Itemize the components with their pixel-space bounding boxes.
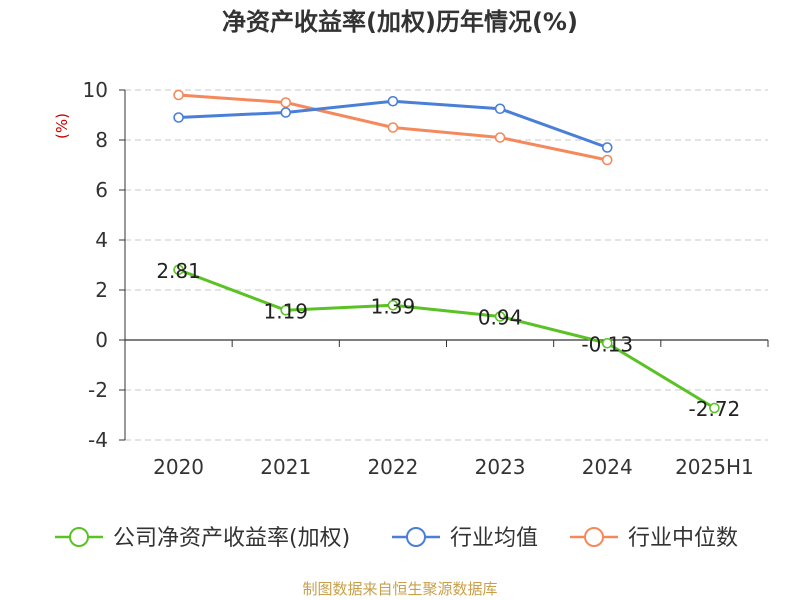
x-tick-label: 2020 [153,455,204,479]
legend: 公司净资产收益率(加权) 行业均值 行业中位数 [55,526,738,551]
data-label: 1.39 [371,294,416,318]
y-axis-label: (%) [53,113,71,139]
legend-label-2: 行业中位数 [628,526,738,551]
series-point-0 [280,304,292,316]
legend-marker-0 [69,527,89,547]
series-point-0 [601,337,613,349]
y-tick-label: 4 [95,228,108,252]
y-tick-label: 8 [95,128,108,152]
series-point-1 [173,112,184,123]
legend-marker-1 [406,527,426,547]
x-tick-label: 2022 [367,455,418,479]
series-point-2 [280,97,292,108]
data-label: 2.81 [156,259,201,283]
data-label: -2.72 [689,397,741,421]
series-point-1 [601,142,613,153]
y-tick-label: -4 [88,428,108,452]
data-label: 0.94 [478,306,523,330]
series-point-0 [387,299,399,311]
series-point-2 [494,132,506,143]
y-tick-label: 2 [95,278,108,302]
legend-label-0: 公司净资产收益率(加权) [113,526,350,551]
y-tick-label: -2 [88,378,108,402]
series-point-0 [494,311,506,322]
series-point-1 [387,95,399,107]
axes: 10 8 6 4 2 0 -2 -4 2020 2021 2022 2023 2024 2025H1 [83,78,769,479]
x-tick-label: 2025H1 [675,455,754,479]
legend-label-1: 行业均值 [450,526,538,551]
source-note: 制图数据来自恒生聚源数据库 [302,580,497,598]
series-point-1 [494,103,506,115]
data-labels: 2.81 1.19 1.39 0.94 -0.13 -2.72 [156,259,740,421]
series-point-2 [387,122,399,133]
series-group [173,89,720,414]
data-label: -0.13 [581,332,633,356]
series-point-1 [280,107,292,118]
series-line-0 [178,268,716,410]
y-tick-label: 10 [83,78,108,102]
x-tick-label: 2024 [582,455,633,479]
series-point-0 [709,402,720,414]
grid-lines [125,89,768,441]
data-label: 1.19 [263,299,308,323]
series-point-2 [601,154,613,166]
y-tick-label: 0 [95,328,108,352]
legend-marker-2 [584,527,604,547]
x-tick-label: 2023 [475,455,526,479]
chart-title: 净资产收益率(加权)历年情况(%) [222,8,578,36]
series-point-2 [173,89,184,101]
y-tick-label: 6 [95,178,108,202]
series-point-0 [173,264,184,276]
x-tick-label: 2021 [260,455,311,479]
